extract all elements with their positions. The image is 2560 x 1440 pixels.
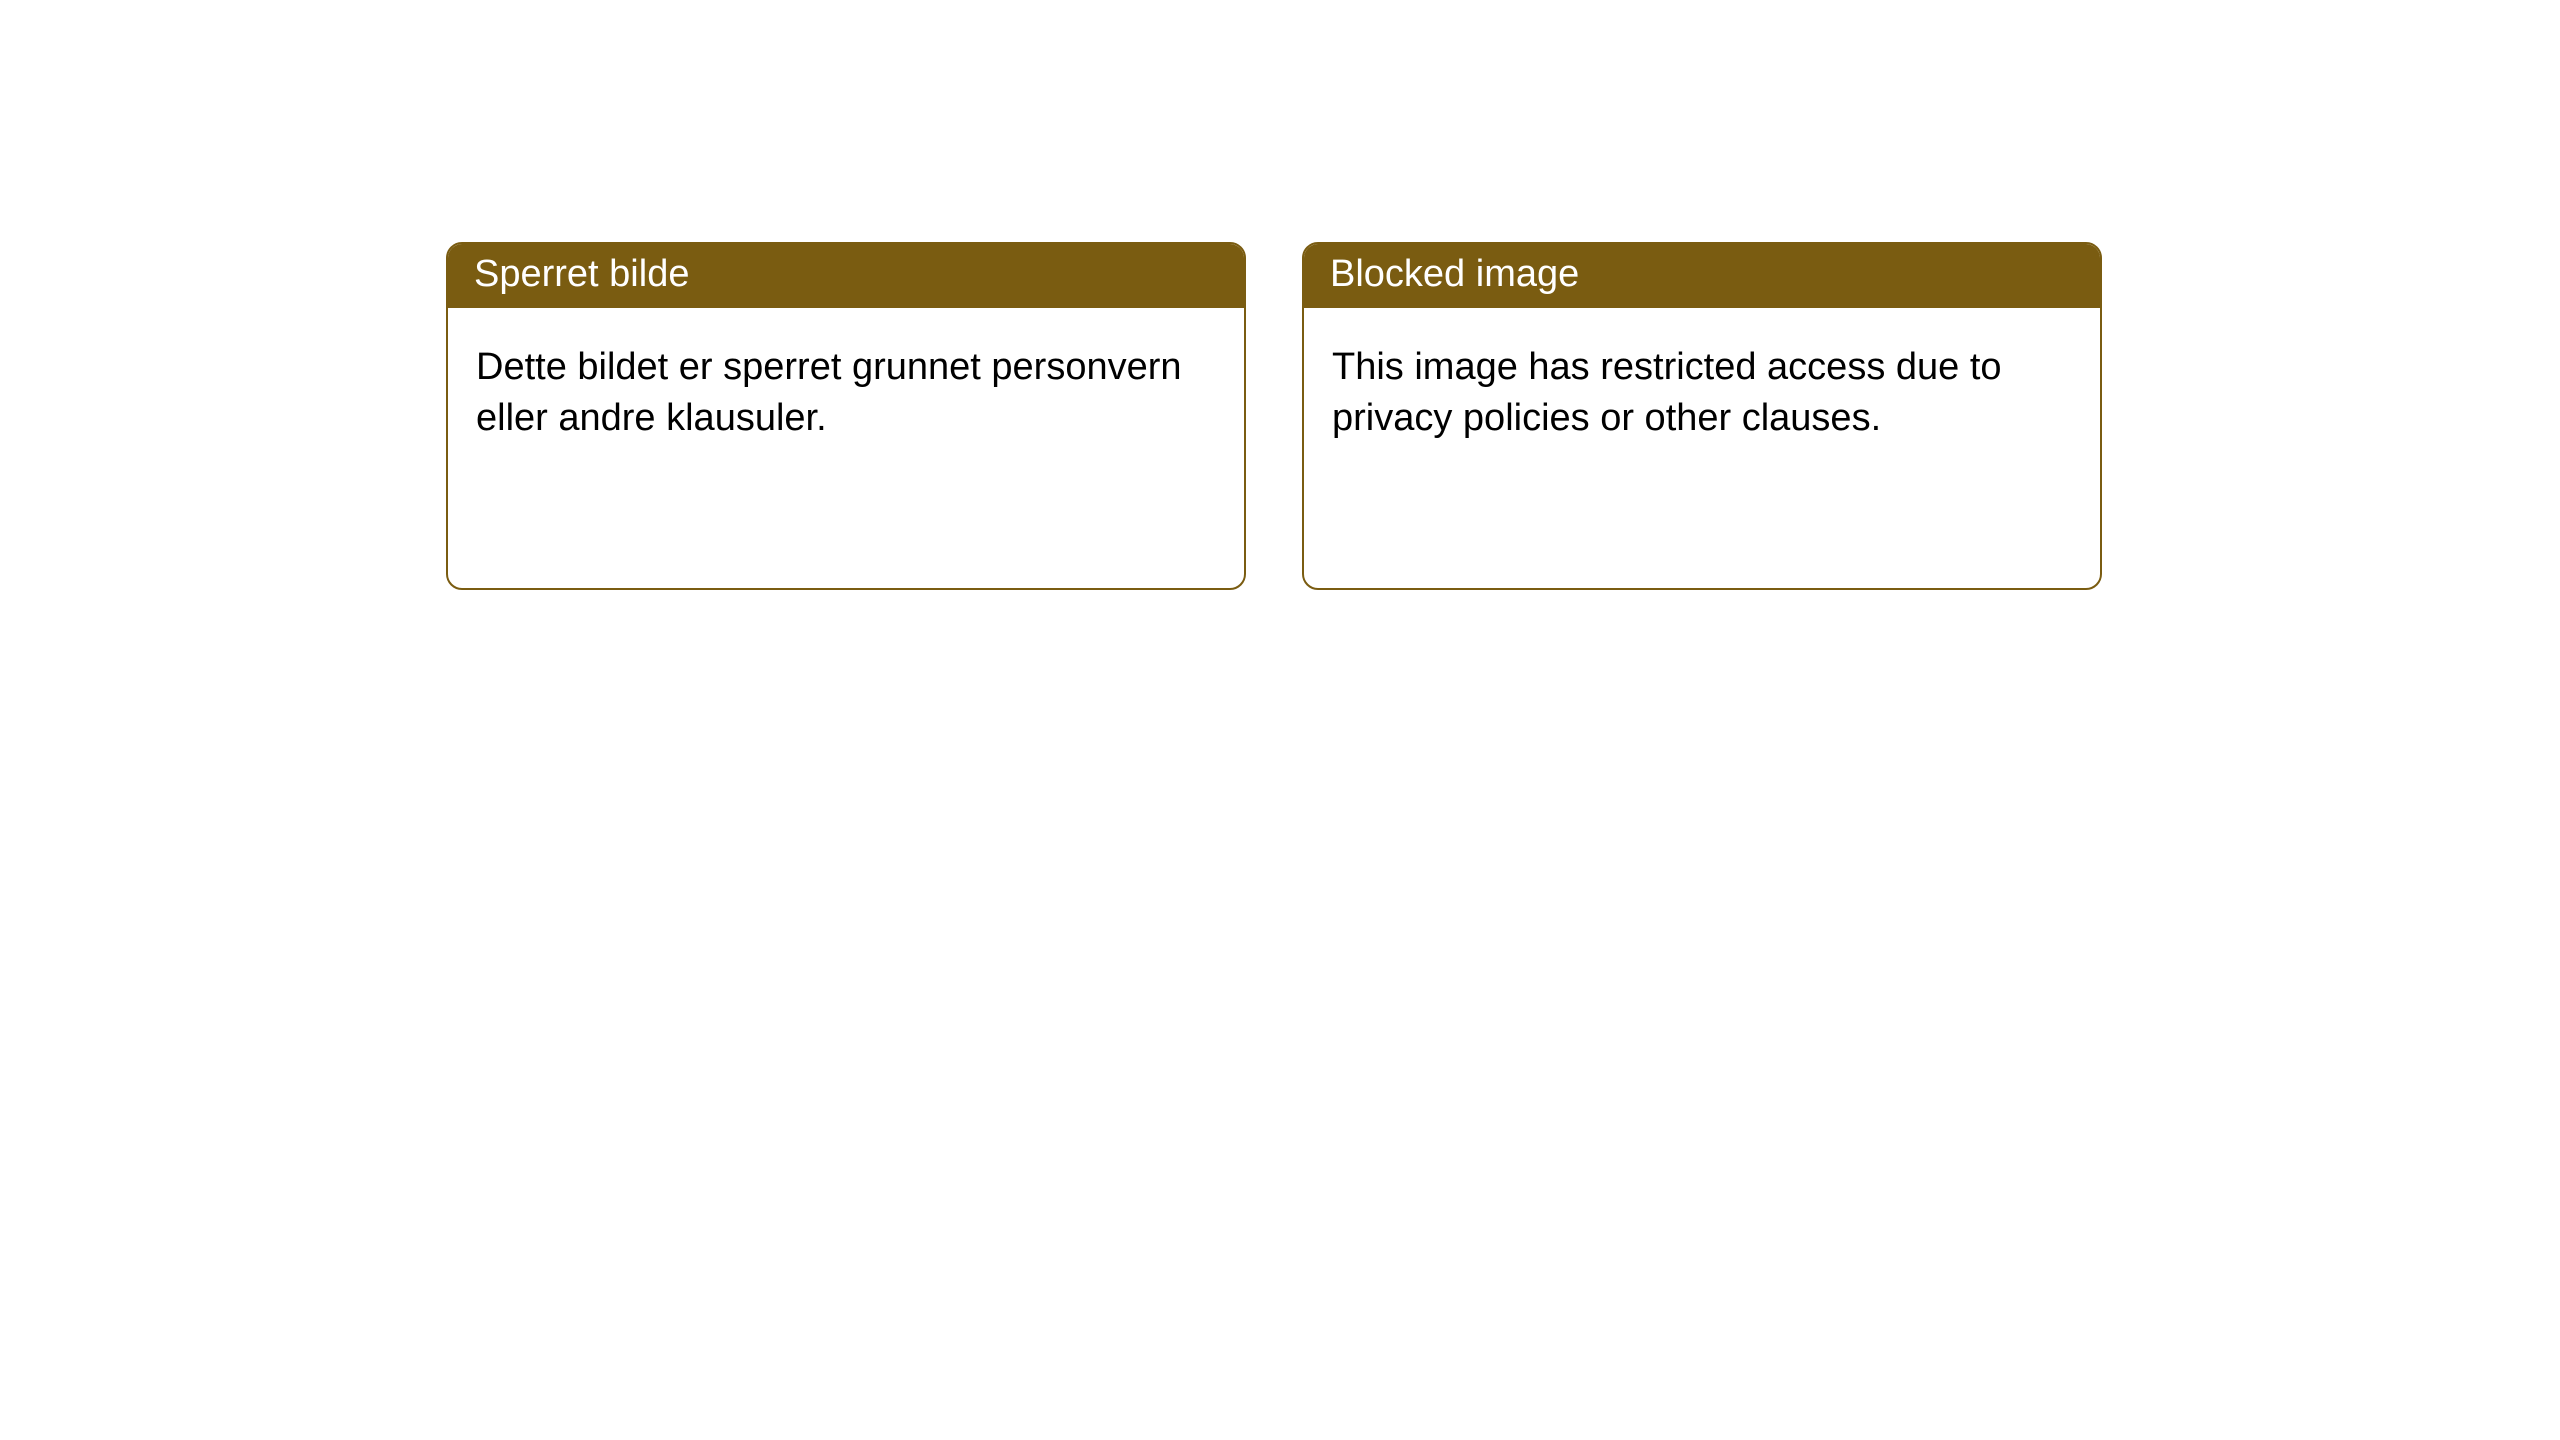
- notice-body-no: Dette bildet er sperret grunnet personve…: [448, 308, 1244, 588]
- notice-card-en: Blocked image This image has restricted …: [1302, 242, 2102, 590]
- notices-container: Sperret bilde Dette bildet er sperret gr…: [0, 0, 2560, 590]
- notice-header-no: Sperret bilde: [448, 244, 1244, 308]
- notice-text: This image has restricted access due to …: [1332, 346, 2002, 439]
- notice-header-en: Blocked image: [1304, 244, 2100, 308]
- notice-text: Dette bildet er sperret grunnet personve…: [476, 346, 1182, 439]
- notice-title: Sperret bilde: [474, 253, 689, 295]
- notice-title: Blocked image: [1330, 253, 1579, 295]
- notice-body-en: This image has restricted access due to …: [1304, 308, 2100, 588]
- notice-card-no: Sperret bilde Dette bildet er sperret gr…: [446, 242, 1246, 590]
